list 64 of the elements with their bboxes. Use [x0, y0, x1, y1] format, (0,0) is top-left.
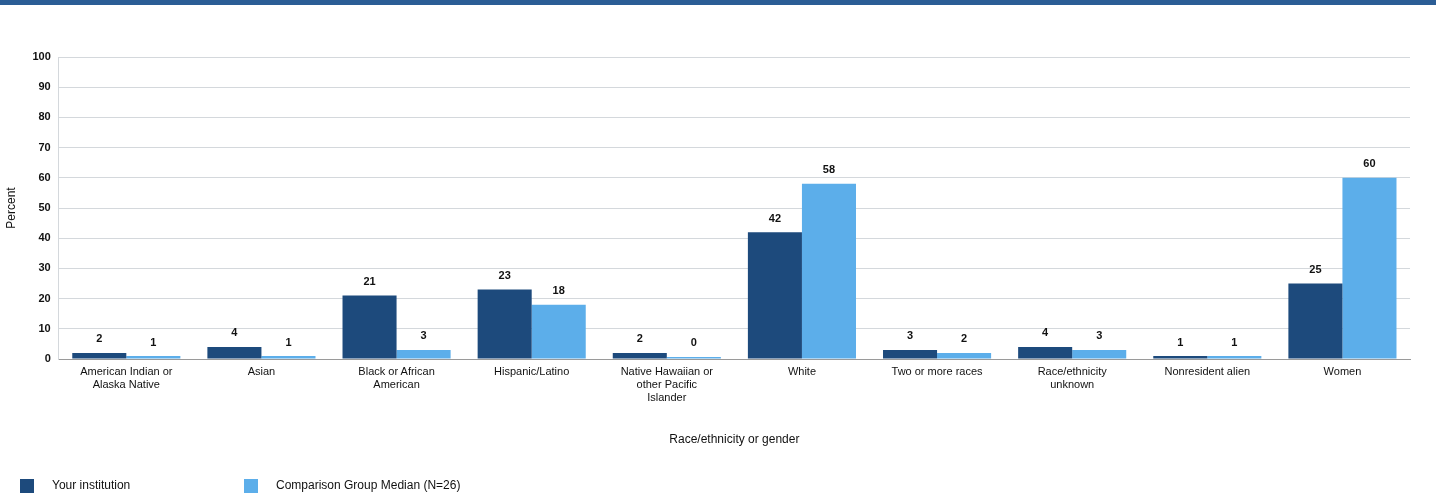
bar — [477, 289, 532, 359]
legend-label: Comparison Group Median (N=26) — [276, 478, 461, 493]
bar — [531, 304, 586, 359]
bar — [1153, 355, 1208, 359]
y-tick-label: 60 — [38, 170, 51, 183]
x-tick-label: White — [787, 364, 816, 377]
x-tick-label: Nonresident alien — [1164, 364, 1251, 377]
data-label: 4 — [1042, 326, 1050, 339]
data-label: 1 — [1231, 335, 1238, 348]
bar — [1207, 355, 1262, 359]
x-axis-title: Race/ethnicity or gender — [669, 432, 800, 447]
bar — [207, 346, 262, 359]
bar — [747, 232, 802, 359]
bar — [72, 352, 127, 359]
x-tick-label: Hispanic/Latino — [494, 364, 570, 377]
bar — [612, 352, 667, 359]
x-tick-label: Two or more races — [891, 364, 984, 377]
bar — [126, 355, 181, 359]
y-axis-title: Percent — [3, 186, 18, 229]
data-label: 18 — [552, 284, 565, 297]
bar — [396, 349, 451, 359]
y-tick-label: 100 — [32, 50, 51, 63]
y-tick-label: 90 — [38, 80, 51, 93]
y-tick-label: 0 — [44, 352, 51, 365]
data-label: 23 — [498, 269, 511, 282]
data-label: 4 — [231, 326, 239, 339]
bar — [1288, 283, 1343, 359]
data-label: 1 — [1177, 335, 1184, 348]
data-label: 58 — [822, 163, 836, 176]
data-label: 42 — [768, 211, 782, 224]
bar — [1342, 177, 1397, 359]
y-tick-label: 70 — [38, 140, 51, 153]
data-label: 3 — [906, 329, 914, 342]
bar — [1018, 346, 1073, 359]
data-label: 1 — [150, 335, 157, 348]
x-tick-label: American Indian or Alaska Native — [80, 364, 173, 390]
bar — [883, 349, 938, 359]
data-label: 3 — [1096, 329, 1103, 342]
bar — [937, 352, 992, 359]
x-tick-label: Race/ethnicity unknown — [1037, 364, 1108, 390]
bar — [342, 295, 397, 359]
data-label: 2 — [961, 332, 968, 345]
x-tick-label: Native Hawaiian or other Pacific Islander — [620, 364, 714, 404]
data-label: 3 — [420, 329, 427, 342]
x-tick-label: Black or African American — [358, 364, 435, 390]
x-tick-label: Asian — [247, 364, 276, 377]
data-label: 2 — [96, 332, 103, 345]
data-label: 21 — [363, 275, 376, 288]
y-tick-label: 40 — [38, 231, 51, 244]
y-tick-label: 50 — [38, 201, 51, 214]
legend-label: Your institution — [52, 478, 131, 493]
y-tick-label: 80 — [38, 110, 51, 123]
data-label: 0 — [690, 336, 697, 349]
bar — [261, 355, 316, 359]
data-label: 2 — [636, 332, 643, 345]
data-label: 1 — [285, 335, 292, 348]
y-tick-label: 20 — [38, 291, 51, 304]
y-tick-label: 30 — [38, 261, 51, 274]
bar — [801, 183, 856, 359]
x-tick-label: Women — [1323, 364, 1362, 377]
data-label: 60 — [1363, 157, 1376, 170]
y-tick-label: 10 — [38, 321, 51, 334]
data-label: 25 — [1309, 263, 1322, 276]
bar — [1072, 349, 1127, 359]
